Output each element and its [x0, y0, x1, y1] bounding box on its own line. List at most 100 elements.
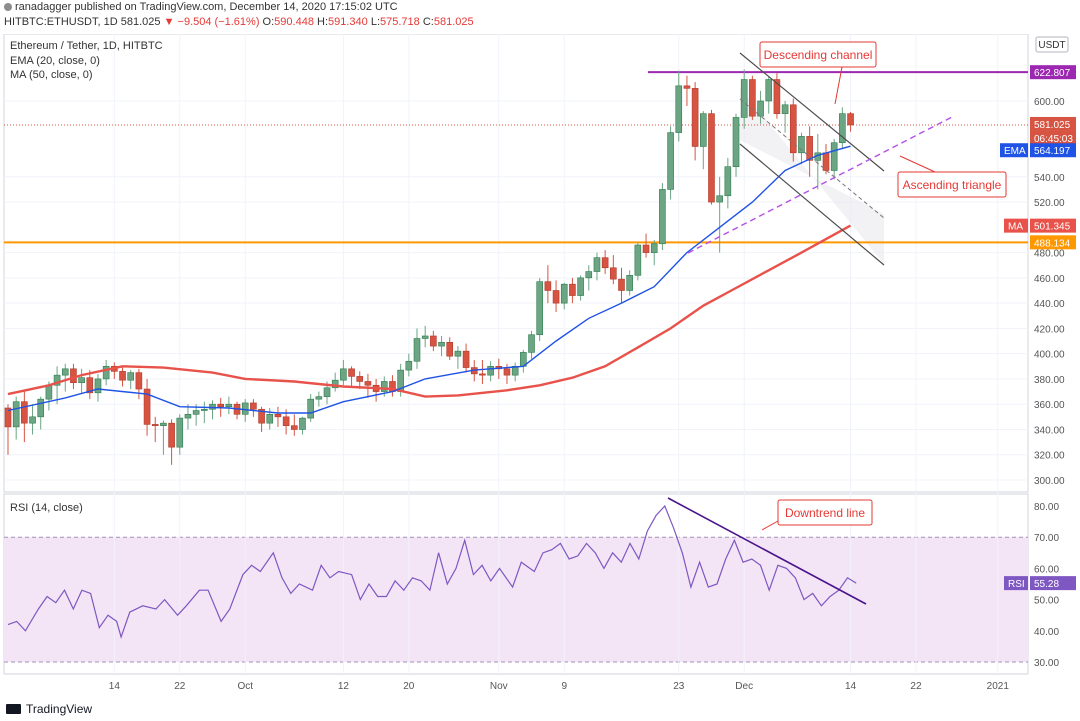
candle: [552, 280, 560, 312]
candle: [569, 277, 576, 304]
descending-channel-callout[interactable]: Descending channel: [759, 41, 877, 105]
candle-body: [217, 403, 224, 408]
price-tick-label: 540.00: [1034, 173, 1065, 184]
candle-body: [830, 142, 838, 171]
candle: [757, 90, 764, 124]
ema-name-label-text: EMA: [1004, 146, 1026, 157]
ema-value-label-bg: [1030, 143, 1076, 158]
ema-value-label-text: 564.197: [1034, 146, 1071, 157]
candle: [78, 368, 85, 395]
candle: [307, 394, 314, 422]
price-tick-label: 480.00: [1034, 249, 1065, 260]
ascending-triangle-callout[interactable]: Ascending triangle: [897, 155, 1007, 198]
candle-body: [315, 396, 323, 400]
time-axis[interactable]: 14 22 Oct 12 20 Nov 9 23 Dec 14 22 2021: [109, 34, 1010, 692]
footer: TradingView: [6, 702, 92, 716]
candle-body: [847, 113, 854, 126]
candle: [593, 252, 601, 281]
candle: [61, 363, 69, 392]
ema-value-label: 564.197: [1030, 143, 1076, 158]
candle-body: [781, 104, 789, 114]
candle: [168, 419, 175, 465]
candle-body: [184, 414, 192, 419]
rsi-downtrend-line[interactable]: [667, 497, 867, 605]
candle: [708, 109, 715, 205]
candle-body: [160, 422, 167, 426]
candle: [675, 70, 683, 142]
candle: [798, 132, 805, 165]
candle-body: [348, 368, 355, 377]
descending-channel-lower[interactable]: [739, 143, 885, 266]
chart-header: ranadagger published on TradingView.com,…: [0, 0, 1080, 34]
time-tick-label: Dec: [735, 681, 753, 692]
countdown-label: 06:45:03: [1030, 130, 1076, 145]
rsi-line: [7, 504, 857, 639]
candle-body: [536, 281, 544, 336]
candle-body: [45, 384, 53, 400]
price-axis[interactable]: 300.00 320.00 340.00 360.00 380.00 400.00 420.…: [4, 97, 1065, 487]
candle-body: [569, 283, 576, 296]
candle-body: [53, 374, 61, 386]
rsi-legend: RSI (14, close): [10, 502, 83, 514]
candle-body: [241, 402, 249, 415]
brand-name[interactable]: TradingView: [26, 702, 93, 716]
resistance-price-label-text: 622.807: [1034, 68, 1071, 79]
last-price-label: 581.025: [1030, 116, 1076, 131]
publisher-name[interactable]: ranadagger: [15, 1, 72, 13]
candle-body: [380, 381, 388, 392]
candle: [446, 337, 454, 360]
candle: [160, 420, 167, 455]
candle-body: [37, 398, 45, 418]
candle-body: [209, 403, 216, 410]
time-tick-label: 14: [845, 681, 857, 692]
downtrend-line-callout[interactable]: Downtrend line: [761, 499, 873, 531]
ma-value-label: 501.345: [1030, 218, 1076, 233]
rsi-axis[interactable]: 30.00 40.00 50.00 60.00 70.00 80.00: [1034, 502, 1059, 669]
candle: [577, 275, 584, 301]
candle-body: [331, 379, 339, 389]
candle: [176, 414, 184, 455]
ma-value-label-text: 501.345: [1034, 222, 1071, 233]
chart-canvas[interactable]: 300.00 320.00 340.00 360.00 380.00 400.00 420.…: [0, 34, 1080, 700]
candle: [102, 359, 110, 386]
candle: [544, 265, 552, 304]
candle-body: [462, 350, 470, 368]
candle-body: [299, 417, 306, 430]
candle-body: [585, 271, 593, 279]
published-text: published on TradingView.com, December 1…: [74, 1, 398, 13]
candle: [716, 176, 723, 253]
candle: [487, 361, 494, 382]
candle: [839, 107, 846, 150]
candle: [585, 265, 593, 291]
candle: [667, 126, 674, 200]
ma-legend: MA (50, close, 0): [10, 69, 93, 81]
price-legend-title: Ethereum / Tether, 1D, HITBTC: [10, 40, 163, 52]
down-arrow-icon: ▼: [163, 16, 175, 28]
downtrend-line-label: Downtrend line: [785, 506, 865, 520]
candle: [21, 391, 28, 443]
price-tick-label: 320.00: [1034, 451, 1065, 462]
time-tick-label: 12: [338, 681, 350, 692]
ema-name-label-bg: [1000, 143, 1028, 158]
descending-channel-upper[interactable]: [739, 52, 885, 172]
currency-badge[interactable]: USDT: [1035, 36, 1069, 53]
candle-body: [446, 341, 454, 357]
candle: [847, 111, 854, 132]
candle-body: [192, 410, 200, 415]
time-tick-label: Oct: [237, 681, 253, 692]
candle: [241, 399, 249, 422]
candle-body: [421, 335, 429, 339]
publish-info: ranadagger published on TradingView.com,…: [4, 1, 398, 13]
ma50-line: [7, 224, 852, 398]
price-pane[interactable]: [3, 34, 1029, 493]
candle: [315, 391, 323, 407]
candle: [119, 367, 126, 387]
candle-body: [21, 401, 28, 424]
candle-body: [168, 422, 175, 448]
candle-body: [716, 195, 723, 203]
descending-channel-label: Descending channel: [764, 48, 873, 62]
moving-averages: [7, 145, 852, 414]
candle-body: [405, 360, 413, 371]
candle: [601, 250, 609, 275]
symbol-ohlc-line: HITBTC:ETHUSDT, 1D 581.025 ▼ −9.504 (−1.…: [4, 16, 474, 28]
